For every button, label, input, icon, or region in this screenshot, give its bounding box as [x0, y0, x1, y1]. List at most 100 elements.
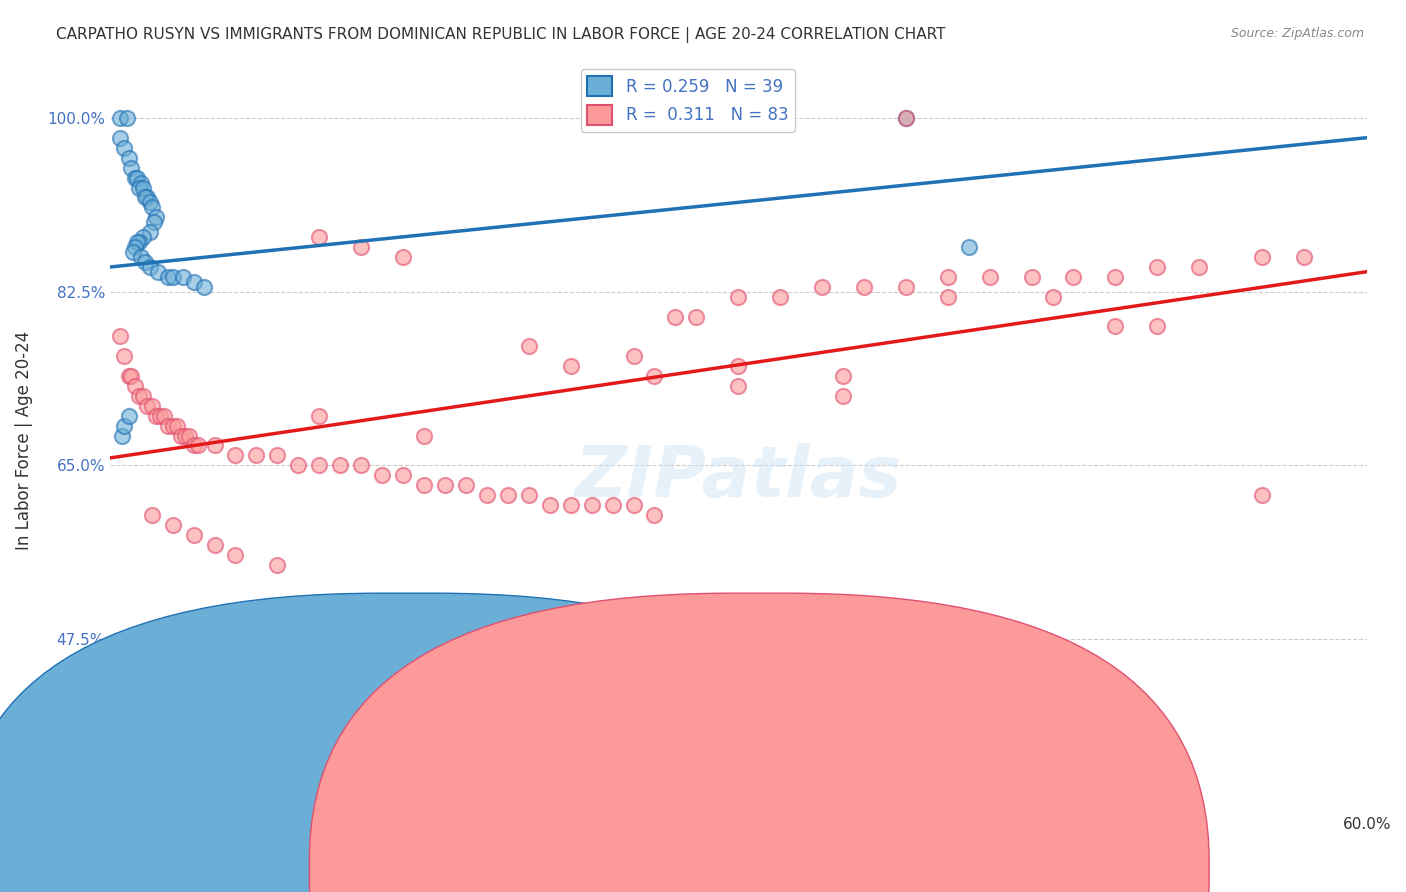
Point: [727, 290, 749, 304]
Point: [308, 458, 330, 473]
Text: CARPATHO RUSYN VS IMMIGRANTS FROM DOMINICAN REPUBLIC IN LABOR FORCE | AGE 20-24 : CARPATHO RUSYN VS IMMIGRANTS FROM DOMINI…: [56, 27, 946, 43]
Point: [852, 279, 875, 293]
Point: [117, 369, 139, 384]
Point: [769, 290, 792, 304]
Point: [1104, 319, 1126, 334]
Point: [623, 498, 645, 512]
Point: [581, 498, 603, 512]
Point: [115, 765, 138, 780]
Point: [162, 517, 184, 532]
Point: [287, 458, 309, 473]
Point: [727, 359, 749, 373]
Point: [245, 449, 267, 463]
Point: [110, 131, 132, 145]
Point: [664, 310, 686, 324]
Point: [134, 255, 156, 269]
Point: [141, 508, 163, 522]
Point: [538, 498, 561, 512]
Point: [1021, 269, 1043, 284]
Point: [560, 498, 582, 512]
Point: [475, 488, 498, 502]
Point: [392, 468, 415, 483]
Point: [110, 329, 132, 343]
Point: [124, 240, 146, 254]
Point: [1251, 488, 1274, 502]
Point: [174, 428, 197, 442]
Point: [329, 458, 352, 473]
Text: Carpatho Rusyns: Carpatho Rusyns: [427, 850, 557, 865]
Point: [129, 250, 152, 264]
Point: [936, 269, 959, 284]
Point: [121, 245, 143, 260]
Point: [162, 418, 184, 433]
Point: [183, 438, 205, 452]
Point: [170, 428, 193, 442]
Point: [371, 468, 394, 483]
Point: [138, 225, 160, 239]
Point: [266, 558, 288, 572]
Point: [894, 279, 917, 293]
Point: [112, 141, 135, 155]
Point: [602, 498, 624, 512]
Text: ZIPatlas: ZIPatlas: [575, 443, 901, 512]
Point: [146, 265, 169, 279]
Point: [172, 269, 194, 284]
Point: [894, 111, 917, 125]
Point: [179, 428, 201, 442]
Point: [1104, 269, 1126, 284]
Point: [112, 349, 135, 363]
Point: [454, 478, 477, 492]
Y-axis label: In Labor Force | Age 20-24: In Labor Force | Age 20-24: [15, 331, 32, 550]
Point: [1146, 319, 1168, 334]
Point: [134, 190, 156, 204]
Point: [136, 399, 159, 413]
Point: [117, 409, 139, 423]
Point: [187, 438, 209, 452]
Point: [1188, 260, 1211, 274]
Point: [124, 170, 146, 185]
Point: [496, 488, 519, 502]
Point: [125, 235, 148, 249]
Point: [145, 211, 167, 225]
Point: [685, 310, 707, 324]
Point: [124, 379, 146, 393]
Point: [128, 180, 150, 194]
Point: [1062, 269, 1084, 284]
Point: [112, 418, 135, 433]
Point: [183, 528, 205, 542]
Point: [142, 215, 165, 229]
Point: [413, 478, 436, 492]
Point: [832, 389, 855, 403]
Point: [1146, 260, 1168, 274]
Point: [132, 389, 155, 403]
Point: [157, 418, 180, 433]
Point: [120, 776, 142, 790]
Legend: R = 0.259   N = 39, R =  0.311   N = 83: R = 0.259 N = 39, R = 0.311 N = 83: [581, 70, 796, 132]
Point: [120, 161, 142, 175]
Point: [623, 349, 645, 363]
Point: [157, 269, 180, 284]
Point: [141, 399, 163, 413]
Point: [350, 458, 373, 473]
Point: [162, 269, 184, 284]
Point: [166, 418, 188, 433]
Point: [894, 111, 917, 125]
Point: [141, 201, 163, 215]
Point: [120, 369, 142, 384]
Point: [110, 111, 132, 125]
Point: [832, 369, 855, 384]
Point: [811, 279, 834, 293]
Point: [392, 250, 415, 264]
Point: [1251, 250, 1274, 264]
Point: [308, 409, 330, 423]
Point: [136, 190, 159, 204]
Point: [204, 538, 226, 552]
Point: [204, 438, 226, 452]
Point: [433, 478, 456, 492]
Point: [224, 449, 246, 463]
Point: [517, 339, 540, 353]
Point: [266, 449, 288, 463]
Point: [115, 111, 138, 125]
Point: [224, 548, 246, 562]
Point: [125, 170, 148, 185]
